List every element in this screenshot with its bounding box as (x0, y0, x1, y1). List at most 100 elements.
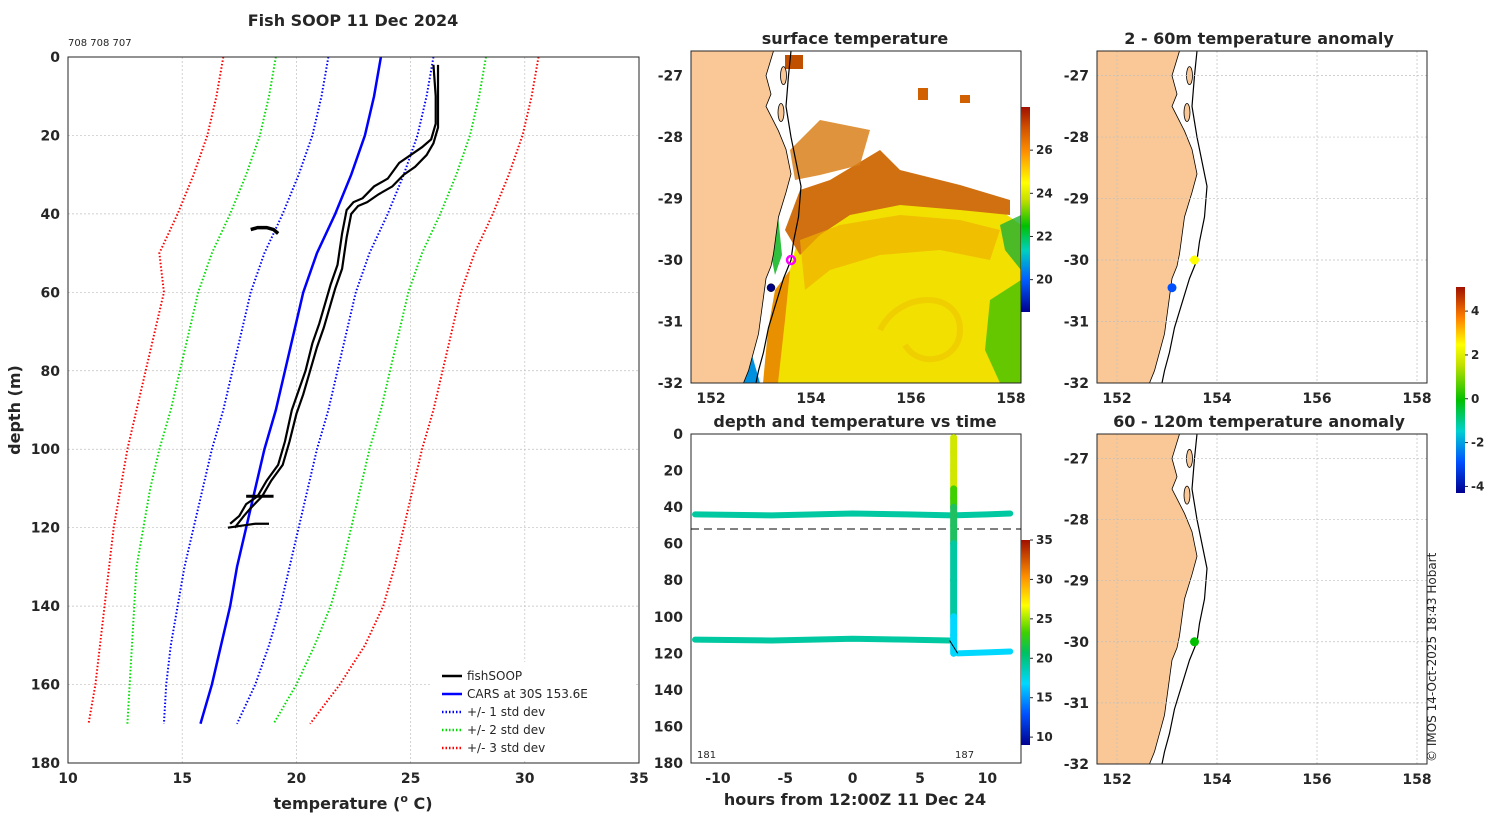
lat-tick-label: -27 (1064, 69, 1089, 85)
legend-label: CARS at 30S 153.6E (467, 687, 588, 701)
time-series-plot: depth and temperature vs time -10 -5 0 5 100… (654, 412, 1053, 809)
land-mass (1097, 434, 1198, 764)
lat-tick-label: -30 (658, 253, 684, 269)
y-tick-label: 0 (50, 50, 60, 66)
lon-tick-label: 152 (1102, 772, 1131, 788)
ts-title: depth and temperature vs time (713, 412, 996, 431)
ts-colorbar-label: 25 (1036, 612, 1053, 626)
anom2-axes-box (1096, 433, 1428, 765)
ts-x-tick-label: 10 (978, 771, 998, 787)
anomaly-map-2-60: 2 - 60m temperature anomaly 152 154 156 158… (1064, 29, 1432, 407)
y-tick-label: 120 (31, 521, 60, 537)
ts-y-tick-label: 20 (664, 464, 684, 480)
ts-x-tick-label: -10 (705, 771, 731, 787)
anomaly-colorbar-label: -4 (1471, 479, 1484, 493)
lat-tick-label: -27 (658, 69, 683, 85)
x-tick-label: 30 (515, 771, 535, 787)
lat-tick-label: -29 (1064, 574, 1089, 590)
isobath-line (1161, 51, 1208, 383)
lat-tick-label: -32 (1064, 376, 1089, 392)
island (780, 66, 787, 85)
ts-colorbar (1021, 540, 1030, 745)
ts-y-tick-label: 40 (664, 500, 684, 516)
ts-colorbar-label: 10 (1036, 730, 1053, 744)
profile-title: Fish SOOP 11 Dec 2024 (248, 11, 458, 30)
ts-y-tick-label: 100 (654, 610, 683, 626)
lat-tick-label: -30 (1064, 635, 1090, 651)
ts-deep-track (692, 635, 953, 644)
anomaly-point (1167, 283, 1177, 293)
sst-station-marker (766, 283, 776, 292)
std3-lower-line (87, 56, 225, 724)
lon-tick-label: 156 (896, 391, 925, 407)
lon-tick-label: 156 (1302, 772, 1331, 788)
ts-corner-label-left: 181 (697, 750, 716, 761)
sst-title: surface temperature (762, 29, 949, 48)
sst-orange-patches (790, 120, 870, 180)
legend-label: +/- 1 std dev (467, 705, 545, 719)
profile-plot: Fish SOOP 11 Dec 2024 708 708 707 10 15 20… (5, 11, 649, 813)
anomaly-colorbar (1456, 287, 1465, 493)
anom1-title: 2 - 60m temperature anomaly (1124, 29, 1394, 48)
y-tick-label: 40 (41, 207, 61, 223)
lat-tick-label: -29 (1064, 192, 1089, 208)
isobath-line (755, 51, 802, 383)
ts-shallow-track (692, 510, 1014, 519)
lat-tick-label: -28 (1064, 130, 1089, 146)
anomaly-point (1190, 255, 1199, 265)
std1-lower-line (162, 56, 330, 724)
x-tick-label: 35 (629, 771, 648, 787)
island (1183, 103, 1191, 122)
lat-tick-label: -31 (1064, 315, 1089, 331)
lon-tick-label: 158 (1402, 772, 1431, 788)
land-mass (1097, 51, 1198, 383)
sst-nearshore-orange (763, 270, 790, 383)
lon-tick-label: 154 (1202, 772, 1231, 788)
sst-colorbar-label: 22 (1036, 229, 1053, 243)
y-tick-label: 140 (31, 599, 60, 615)
copyright-text: © IMOS 14-Oct-2025 18:43 Hobart (1425, 552, 1439, 762)
y-tick-label: 100 (31, 442, 60, 458)
sub-id-label: 708 708 707 (68, 38, 132, 49)
fishsoop-segment (250, 225, 280, 235)
sst-colorbar (1021, 107, 1030, 312)
ts-colorbar-label: 20 (1036, 651, 1053, 665)
ts-colorbar-label: 15 (1036, 691, 1053, 705)
ts-xlabel: hours from 12:00Z 11 Dec 24 (724, 790, 986, 809)
std2-lower-line (126, 56, 277, 724)
x-tick-label: 10 (58, 771, 78, 787)
legend-label: +/- 3 std dev (467, 741, 545, 755)
cars-mean-line (199, 56, 383, 725)
fishsoop-profile-line (233, 64, 440, 529)
anomaly-colorbar-label: 0 (1471, 392, 1479, 406)
ts-y-tick-label: 80 (664, 573, 684, 589)
profile-xlabel: temperature (o C) (273, 792, 432, 813)
profile-axes-box (67, 56, 640, 764)
fishsoop-profile-line (229, 64, 437, 525)
anom1-axes-box (1096, 50, 1428, 384)
ts-deep_after-track (954, 648, 1014, 657)
y-tick-label: 160 (31, 678, 60, 694)
sst-colorbar-label: 26 (1036, 143, 1053, 157)
ts-connector (949, 640, 959, 654)
ts-y-tick-label: 140 (654, 683, 683, 699)
legend-label: +/- 2 std dev (467, 723, 545, 737)
lat-tick-label: -32 (1064, 757, 1089, 773)
lon-tick-label: 158 (996, 391, 1025, 407)
lat-tick-label: -27 (1064, 451, 1089, 467)
ts-x-tick-label: -5 (778, 771, 794, 787)
sst-mid-orange (800, 215, 1000, 290)
anomaly-colorbar-label: 2 (1471, 348, 1479, 362)
sst-position-marker (785, 254, 797, 266)
ts-y-tick-label: 0 (673, 427, 683, 443)
ts-y-tick-label: 60 (664, 537, 684, 553)
sst-green-edge (985, 280, 1021, 383)
lon-tick-label: 158 (1402, 391, 1431, 407)
sst-swirl (877, 297, 964, 363)
ts-x-tick-label: 5 (915, 771, 925, 787)
sst-colorbar-label: 20 (1036, 273, 1053, 287)
sst-map: surface temperature 152 154 156 158 -27 -28 -2… (658, 29, 1053, 407)
lon-tick-label: 152 (1102, 391, 1131, 407)
lat-tick-label: -30 (1064, 253, 1090, 269)
